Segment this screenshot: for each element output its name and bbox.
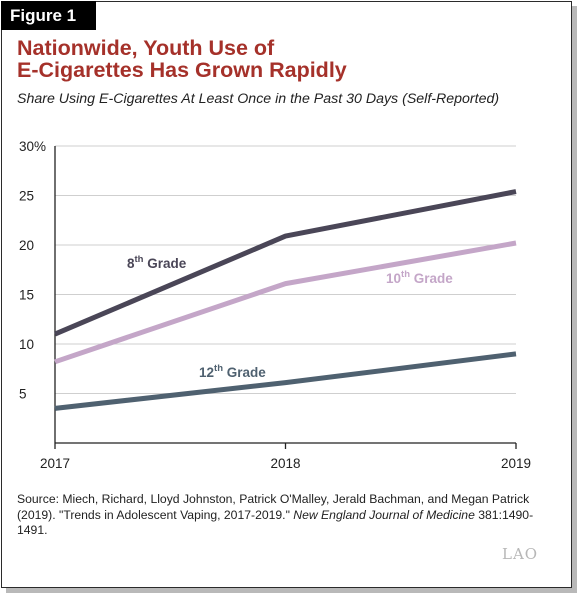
y-tick-label: 20 bbox=[19, 238, 34, 253]
frame-shadow-bottom bbox=[6, 588, 577, 593]
series-line bbox=[54, 351, 517, 411]
y-tick-label: 25 bbox=[19, 189, 34, 204]
chart-subtitle: Share Using E-Cigarettes At Least Once i… bbox=[17, 91, 500, 107]
chart-title-line1: Nationwide, Youth Use of bbox=[17, 36, 275, 60]
series-label: 12th Grade bbox=[199, 363, 266, 380]
source-citation: 381:1490-1491. bbox=[17, 507, 534, 538]
frame-shadow-right bbox=[572, 6, 577, 593]
x-tick-label: 2018 bbox=[270, 456, 300, 471]
series-label: 8th Grade bbox=[127, 254, 187, 271]
series-line bbox=[54, 189, 517, 337]
figure-label: Figure 1 bbox=[1, 1, 96, 30]
chart-title-line2: E-Cigarettes Has Grown Rapidly bbox=[17, 58, 347, 82]
line-chart: 5 10 15 20 25 30% 2017 2018 2019 8th Grade 10th Gr… bbox=[19, 139, 531, 471]
y-tick-label: 10 bbox=[19, 337, 34, 352]
y-tick-label: 30% bbox=[19, 139, 46, 154]
source-text: Source: Miech, Richard, Lloyd Johnston, … bbox=[17, 492, 530, 522]
x-tick-label: 2019 bbox=[501, 456, 531, 471]
source-journal: New England Journal of Medicine bbox=[293, 507, 475, 522]
series-label: 10th Grade bbox=[386, 269, 453, 286]
series-line bbox=[54, 240, 517, 365]
source-note: Source: Miech, Richard, Lloyd Johnston, … bbox=[17, 492, 557, 539]
y-tick-label: 5 bbox=[19, 387, 27, 402]
y-tick-label: 15 bbox=[19, 288, 34, 303]
x-tick-label: 2017 bbox=[40, 456, 70, 471]
chart-title: Nationwide, Youth Use of E-Cigarettes Ha… bbox=[17, 37, 537, 81]
lao-logo: LAO bbox=[502, 545, 539, 563]
